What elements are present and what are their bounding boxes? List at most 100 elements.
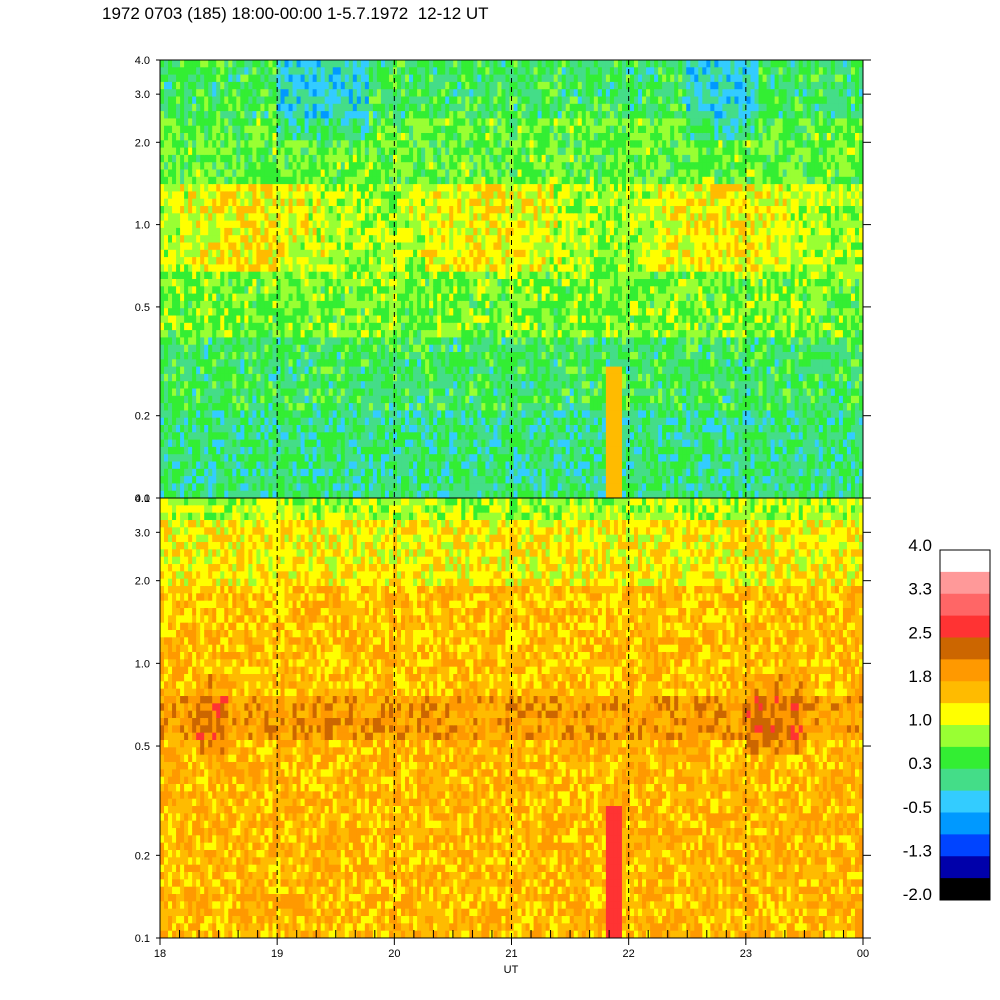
spectrogram-cell xyxy=(388,271,394,280)
spectrogram-cell xyxy=(324,388,330,397)
spectrogram-cell xyxy=(204,286,209,295)
spectrogram-cell xyxy=(344,359,350,368)
spectrogram-cell xyxy=(445,425,450,433)
spectrogram-cell xyxy=(232,125,237,134)
spectrogram-cell xyxy=(344,279,350,287)
spectrogram-cell xyxy=(192,111,197,119)
spectrogram-cell xyxy=(204,81,209,90)
spectrogram-cell xyxy=(429,388,434,397)
spectrogram-cell xyxy=(320,227,326,236)
spectrogram-cell xyxy=(292,300,298,309)
spectrogram-cell xyxy=(441,381,446,390)
spectrogram-cell xyxy=(196,454,201,463)
spectrogram-cell xyxy=(489,220,495,229)
spectrogram-cell xyxy=(276,81,282,90)
spectrogram-cell xyxy=(469,322,474,331)
spectrogram-cell xyxy=(184,432,189,441)
spectrogram-cell xyxy=(192,330,197,338)
spectrogram-cell xyxy=(372,373,378,382)
spectrogram-cell xyxy=(449,184,454,192)
spectrogram-cell xyxy=(320,235,326,244)
spectrogram-cell xyxy=(433,74,438,83)
spectrogram-cell xyxy=(413,410,418,419)
spectrogram-cell xyxy=(268,89,274,98)
spectrogram-cell xyxy=(268,81,274,90)
spectrogram-cell xyxy=(216,169,221,178)
spectrogram-cell xyxy=(477,468,482,477)
spectrogram-cell xyxy=(208,322,213,331)
spectrogram-cell xyxy=(392,235,398,244)
spectrogram-cell xyxy=(344,410,350,419)
spectrogram-cell xyxy=(312,315,318,324)
spectrogram-cell xyxy=(405,140,410,149)
spectrogram-cell xyxy=(348,140,354,149)
spectrogram-cell xyxy=(320,184,326,192)
spectrogram-cell xyxy=(388,67,394,76)
spectrogram-cell xyxy=(316,184,322,192)
spectrogram-cell xyxy=(180,308,185,317)
spectrogram-cell xyxy=(384,403,390,411)
spectrogram-cell xyxy=(292,286,298,295)
spectrogram-cell xyxy=(449,432,454,441)
spectrogram-cell xyxy=(236,227,241,236)
spectrogram-cell xyxy=(228,461,233,470)
spectrogram-cell xyxy=(469,337,474,346)
spectrogram-cell xyxy=(384,352,390,360)
spectrogram-cell xyxy=(212,96,217,105)
spectrogram-cell xyxy=(344,403,350,411)
spectrogram-cell xyxy=(256,111,262,119)
spectrogram-cell xyxy=(425,162,430,171)
spectrogram-cell xyxy=(332,169,338,178)
spectrogram-cell xyxy=(300,176,306,185)
spectrogram-cell xyxy=(180,227,185,236)
spectrogram-cell xyxy=(405,227,410,236)
spectrogram-cell xyxy=(252,111,258,119)
spectrogram-cell xyxy=(376,322,382,331)
spectrogram-cell xyxy=(256,352,262,360)
spectrogram-cell xyxy=(433,184,438,192)
spectrogram-cell xyxy=(260,133,266,141)
spectrogram-cell xyxy=(212,176,217,185)
spectrogram-cell xyxy=(485,279,491,287)
spectrogram-cell xyxy=(392,461,398,470)
spectrogram-cell xyxy=(425,417,430,426)
spectrogram-cell xyxy=(489,227,495,236)
spectrogram-cell xyxy=(276,74,282,83)
spectrogram-cell xyxy=(401,242,406,251)
spectrogram-cell xyxy=(176,417,181,426)
spectrogram-cell xyxy=(208,337,213,346)
spectrogram-cell xyxy=(160,359,165,368)
spectrogram-cell xyxy=(481,410,486,419)
spectrogram-cell xyxy=(240,184,245,192)
spectrogram-cell xyxy=(168,483,173,492)
spectrogram-cell xyxy=(224,315,229,324)
spectrogram-cell xyxy=(168,388,173,397)
spectrogram-cell xyxy=(192,308,197,317)
spectrogram-cell xyxy=(401,125,406,134)
spectrogram-cell xyxy=(360,176,366,185)
spectrogram-cell xyxy=(493,169,499,178)
spectrogram-cell xyxy=(356,359,362,368)
spectrogram-cell xyxy=(489,67,495,76)
spectrogram-cell xyxy=(469,403,474,411)
spectrogram-cell xyxy=(164,60,169,68)
spectrogram-cell xyxy=(409,417,414,426)
spectrogram-cell xyxy=(200,388,205,397)
spectrogram-cell xyxy=(481,461,486,470)
spectrogram-cell xyxy=(469,454,474,463)
spectrogram-cell xyxy=(360,125,366,134)
spectrogram-cell xyxy=(264,395,270,404)
spectrogram-cell xyxy=(208,395,213,404)
spectrogram-cell xyxy=(493,67,499,76)
spectrogram-cell xyxy=(232,483,237,492)
spectrogram-cell xyxy=(204,264,209,273)
spectrogram-cell xyxy=(284,381,290,390)
spectrogram-cell xyxy=(260,286,266,295)
spectrogram-cell xyxy=(188,337,193,346)
spectrogram-cell xyxy=(421,425,426,433)
spectrogram-cell xyxy=(457,220,462,229)
spectrogram-cell xyxy=(388,220,394,229)
spectrogram-cell xyxy=(356,125,362,134)
spectrogram-cell xyxy=(425,352,430,360)
spectrogram-cell xyxy=(473,461,478,470)
